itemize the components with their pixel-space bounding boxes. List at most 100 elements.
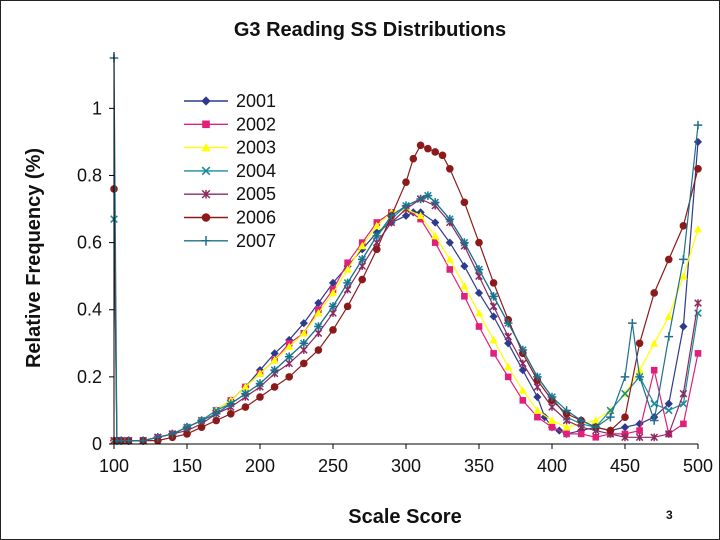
data-point-2007 xyxy=(518,345,528,355)
data-point-2006 xyxy=(373,245,381,254)
x-tick-label: 150 xyxy=(172,456,202,476)
data-point-2007 xyxy=(255,379,265,388)
data-point-2001 xyxy=(299,319,308,328)
legend-marker xyxy=(201,236,211,246)
legend-label: 2006 xyxy=(236,208,276,228)
legend-label: 2001 xyxy=(236,91,276,111)
data-point-2007 xyxy=(387,211,396,221)
data-point-2003 xyxy=(533,406,542,414)
data-point-2002 xyxy=(344,259,351,267)
data-point-2001 xyxy=(635,419,644,428)
data-point-2003 xyxy=(416,211,425,220)
x-tick-label: 400 xyxy=(537,456,567,476)
data-point-2007 xyxy=(591,422,601,432)
data-point-2002 xyxy=(519,397,527,404)
data-point-2003 xyxy=(635,366,644,374)
data-point-2003 xyxy=(504,362,513,371)
data-point-2002 xyxy=(680,420,687,428)
y-tick-label: 0 xyxy=(92,434,102,454)
data-point-2003 xyxy=(270,355,279,364)
data-point-2002 xyxy=(461,293,468,300)
data-point-2006 xyxy=(183,430,191,438)
data-point-2003 xyxy=(299,329,308,337)
data-point-2006 xyxy=(402,178,410,186)
data-point-2006 xyxy=(416,141,425,150)
legend-item-2005: 2005 xyxy=(184,184,276,204)
data-point-2006 xyxy=(270,383,279,391)
data-point-2002 xyxy=(694,350,702,357)
data-point-2006 xyxy=(489,279,498,287)
data-point-2007 xyxy=(314,322,323,331)
data-point-2007 xyxy=(620,372,630,382)
data-point-2007 xyxy=(401,201,411,210)
legend-marker xyxy=(201,96,211,106)
legend-item-2002: 2002 xyxy=(184,114,276,134)
data-point-2002 xyxy=(650,366,658,374)
data-point-2003 xyxy=(241,382,250,391)
data-point-2006 xyxy=(358,275,367,284)
data-point-2006 xyxy=(635,339,644,348)
y-tick-label: 0.8 xyxy=(77,165,102,185)
data-point-2001 xyxy=(533,392,542,402)
data-point-2005 xyxy=(664,430,673,438)
data-point-2003 xyxy=(255,369,265,377)
data-point-2007 xyxy=(664,332,674,341)
data-point-2002 xyxy=(577,430,585,438)
data-point-2006 xyxy=(431,148,440,156)
data-point-2007 xyxy=(153,432,163,442)
data-point-2007 xyxy=(430,198,440,207)
data-point-2001 xyxy=(460,262,469,271)
data-point-2001 xyxy=(693,137,703,147)
data-point-2007 xyxy=(606,412,615,422)
data-point-2007 xyxy=(547,392,557,402)
data-point-2003 xyxy=(562,423,571,431)
data-point-2007 xyxy=(168,429,177,439)
data-point-2006 xyxy=(212,416,220,425)
data-point-2003 xyxy=(591,416,600,424)
legend-item-2007: 2007 xyxy=(184,231,276,251)
data-point-2003 xyxy=(343,265,352,273)
data-point-2003 xyxy=(650,339,659,347)
data-point-2007 xyxy=(416,194,425,204)
data-point-2004 xyxy=(621,389,629,398)
data-point-2007 xyxy=(533,372,542,382)
data-point-2006 xyxy=(256,393,264,401)
legend-marker xyxy=(201,143,211,152)
x-axis-label: Scale Score xyxy=(348,506,461,528)
legend-item-2001: 2001 xyxy=(184,91,276,111)
data-point-2001 xyxy=(270,349,279,358)
series-line-2006 xyxy=(113,144,699,442)
data-point-2006 xyxy=(621,413,629,421)
legend-label: 2004 xyxy=(236,161,276,181)
data-point-2003 xyxy=(664,312,673,320)
series-layer xyxy=(109,53,703,445)
x-tick-label: 200 xyxy=(245,456,275,476)
data-point-2006 xyxy=(197,423,206,432)
legend: 2001 2002 2003 2004 2005 2006 2007 xyxy=(184,91,276,251)
data-point-2007 xyxy=(445,214,455,224)
legend-label: 2003 xyxy=(236,138,276,158)
x-tick-label: 500 xyxy=(683,456,713,476)
data-point-2007 xyxy=(460,238,469,247)
data-point-2006 xyxy=(424,144,432,153)
data-point-2003 xyxy=(679,272,688,280)
data-point-2003 xyxy=(358,241,367,250)
data-point-2005 xyxy=(489,302,498,311)
data-point-2001 xyxy=(664,399,673,408)
data-point-2006 xyxy=(241,403,250,411)
data-point-2006 xyxy=(606,426,615,435)
data-point-2006 xyxy=(665,255,673,264)
data-point-2007 xyxy=(649,416,659,425)
series-line-2003 xyxy=(114,208,699,442)
chart-title: G3 Reading SS Distributions xyxy=(234,19,506,41)
data-point-2003 xyxy=(445,255,454,263)
data-point-2006 xyxy=(694,164,702,173)
data-point-2002 xyxy=(446,266,454,273)
data-point-2003 xyxy=(314,308,323,317)
data-point-2006 xyxy=(343,302,352,311)
data-point-2003 xyxy=(328,288,338,297)
data-point-2002 xyxy=(592,433,600,441)
legend-marker xyxy=(201,166,211,176)
legend-item-2003: 2003 xyxy=(184,138,276,158)
